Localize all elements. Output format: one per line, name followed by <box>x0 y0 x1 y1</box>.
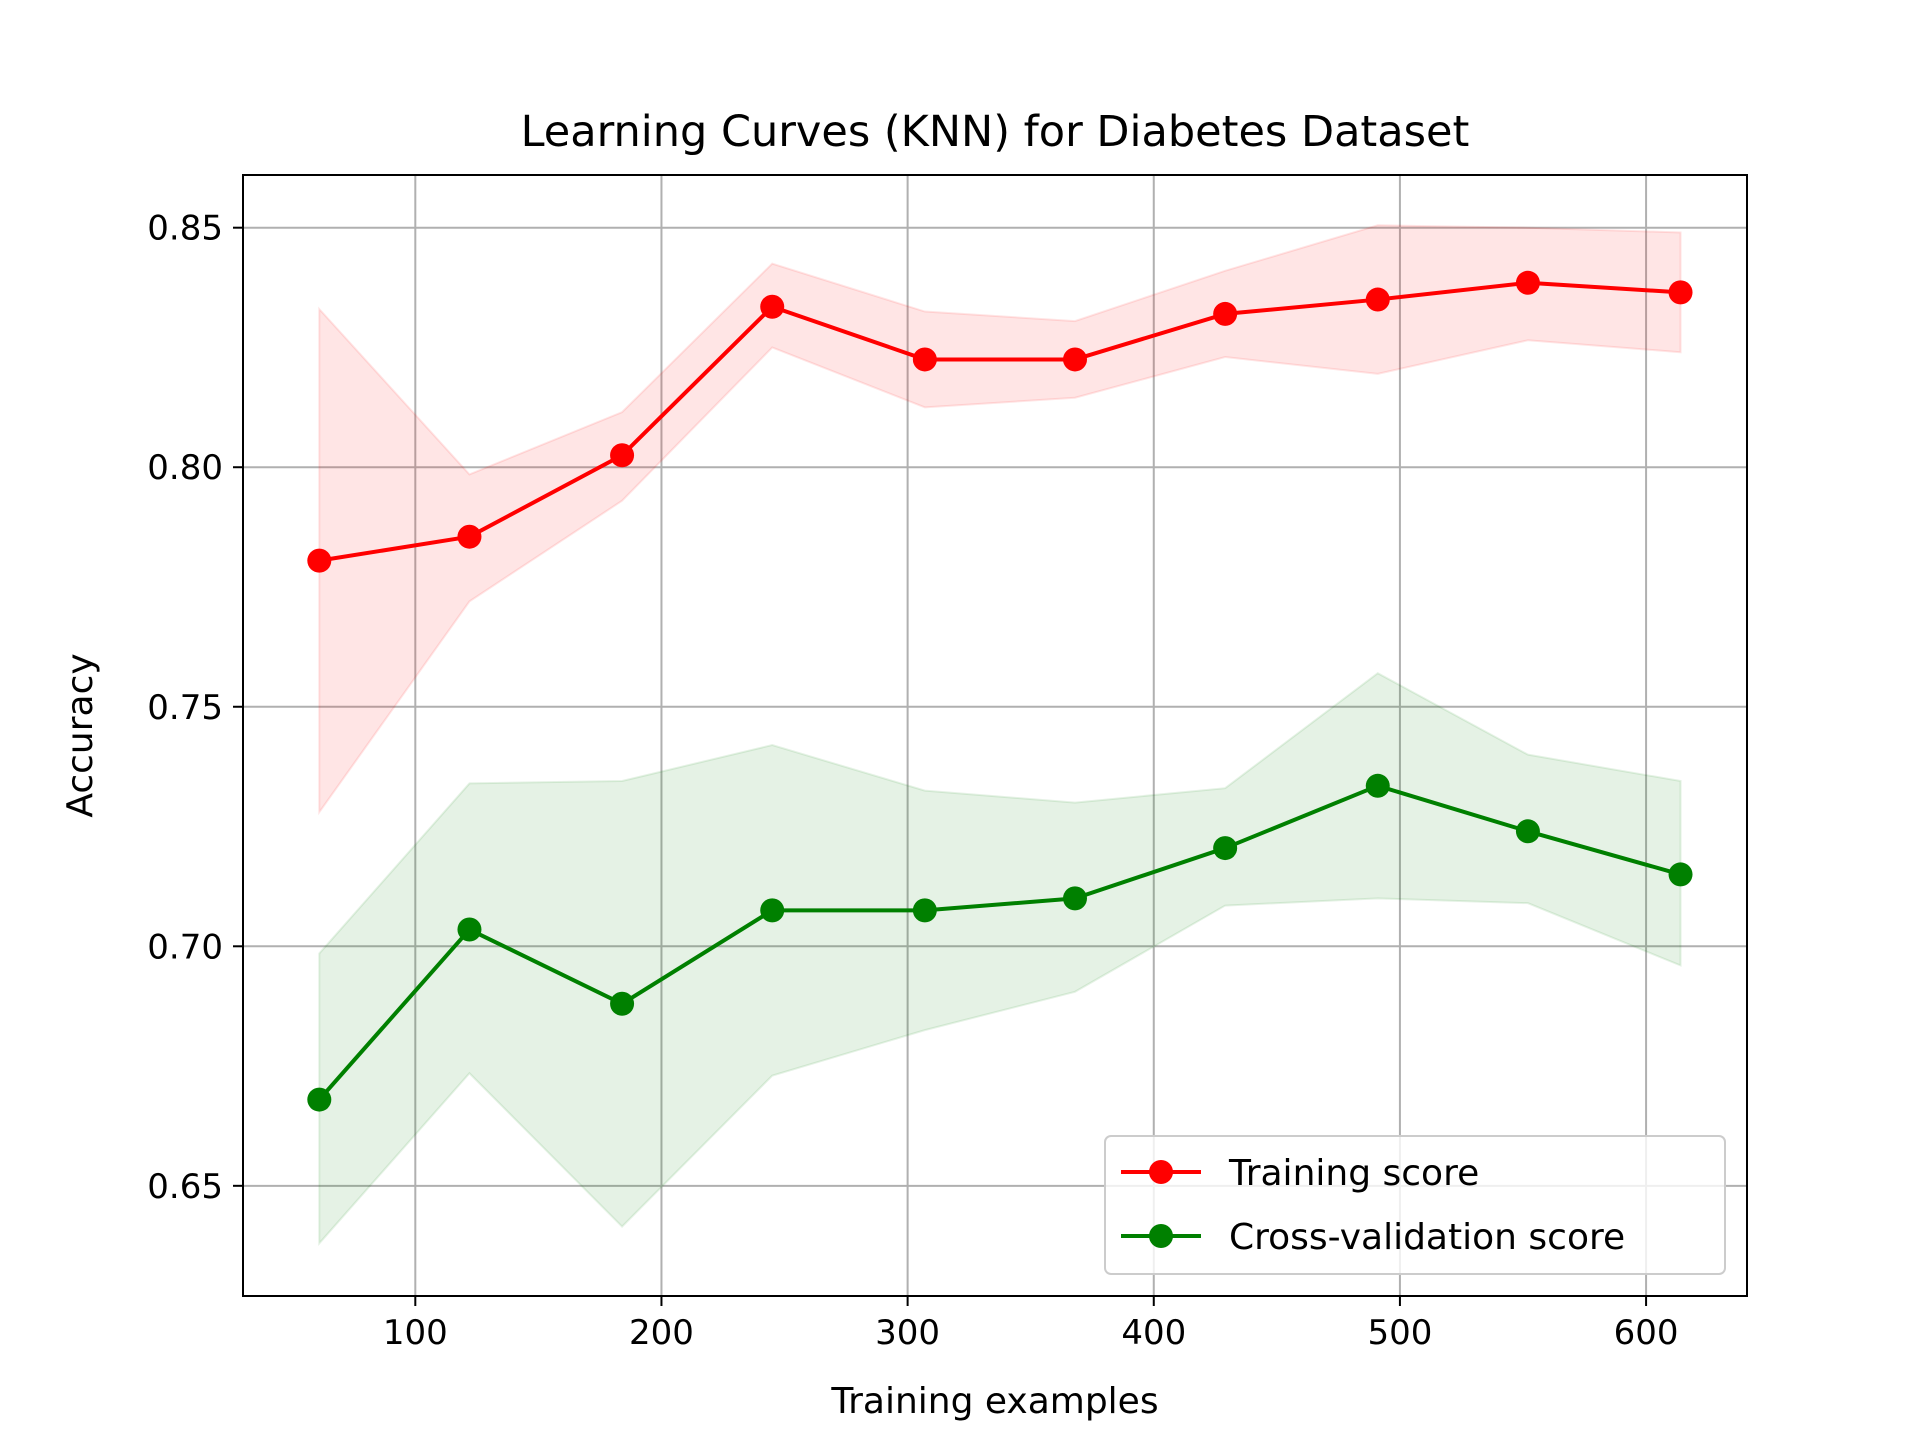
data-point <box>1213 301 1238 326</box>
axes-frame <box>242 174 1748 1297</box>
data-point <box>1063 347 1087 372</box>
x-tick-label: 200 <box>629 1313 694 1353</box>
data-point <box>1365 773 1390 798</box>
x-tick-label: 400 <box>1121 1313 1186 1353</box>
x-tick-label: 300 <box>875 1313 940 1353</box>
std-band <box>318 672 1682 1246</box>
series-lines <box>317 280 1682 1101</box>
legend-swatch-marker <box>1149 1224 1173 1248</box>
data-point <box>307 548 332 573</box>
legend-swatch-marker <box>1149 1160 1173 1184</box>
data-point <box>307 1087 332 1112</box>
data-point <box>457 524 482 549</box>
data-point <box>1668 862 1693 887</box>
y-tick-label: 0.80 <box>147 448 223 488</box>
legend-label: Cross-validation score <box>1229 1217 1625 1258</box>
series-markers <box>307 270 1693 1112</box>
legend: Training score Cross-validation score <box>1104 1135 1726 1275</box>
x-tick-label: 100 <box>383 1313 448 1353</box>
axis-ticks: 100 200 300 400 500 600 0.65 0.70 0.75 0.80 0.85 <box>147 209 1678 1353</box>
data-point <box>912 347 937 372</box>
x-axis-title: Training examples <box>830 1381 1158 1422</box>
data-point <box>760 898 785 923</box>
x-tick-label: 600 <box>1614 1313 1679 1353</box>
data-point <box>1063 886 1087 911</box>
data-point <box>610 443 635 468</box>
y-tick-label: 0.70 <box>147 927 223 967</box>
legend-label: Training score <box>1228 1153 1479 1194</box>
series-line <box>318 280 1681 563</box>
legend-box <box>1104 1135 1726 1275</box>
series-line <box>317 783 1682 1101</box>
data-point <box>912 898 937 923</box>
data-point <box>1668 280 1693 305</box>
y-tick-label: 0.65 <box>147 1167 223 1207</box>
data-point <box>760 294 785 319</box>
data-point <box>610 991 635 1016</box>
chart-title: Learning Curves (KNN) for Diabetes Datas… <box>521 107 1470 157</box>
grid-lines <box>243 175 1747 1296</box>
y-axis-title: Accuracy <box>60 653 101 817</box>
y-tick-label: 0.85 <box>147 209 223 249</box>
data-point <box>1515 270 1540 295</box>
data-point <box>1213 836 1238 861</box>
x-tick-label: 500 <box>1367 1313 1432 1353</box>
y-tick-label: 0.75 <box>147 688 223 728</box>
data-point <box>1365 287 1390 312</box>
data-point <box>457 917 482 942</box>
data-point <box>1515 819 1540 844</box>
